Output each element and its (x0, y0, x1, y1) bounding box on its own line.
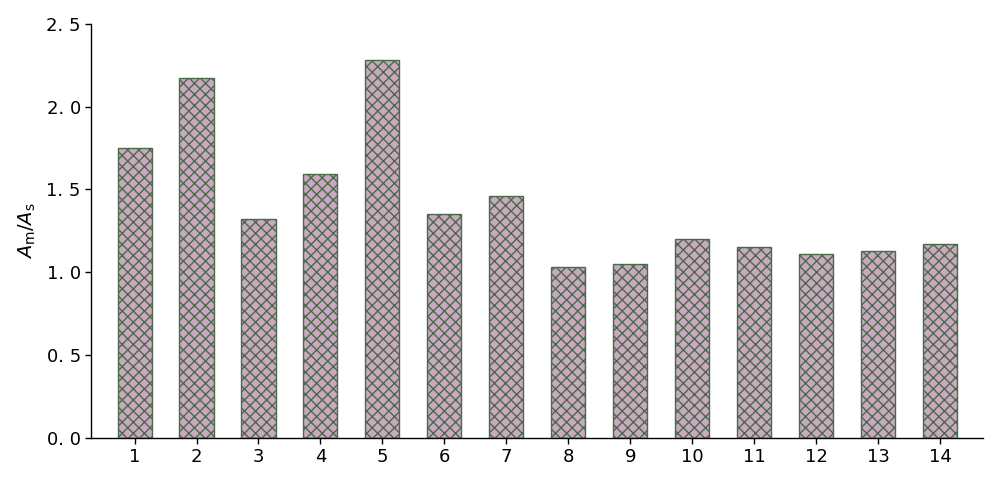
Y-axis label: $\mathit{A}_{\rm m}$/$\mathit{A}_{\rm s}$: $\mathit{A}_{\rm m}$/$\mathit{A}_{\rm s}… (17, 202, 38, 259)
Bar (179, 78, 214, 438)
Bar (118, 148, 152, 438)
Bar (551, 267, 585, 438)
Bar (303, 174, 337, 438)
Bar (613, 264, 647, 438)
Bar (365, 60, 399, 438)
Bar (923, 244, 957, 438)
Bar (675, 239, 709, 438)
Bar (489, 196, 523, 438)
Bar (799, 254, 833, 438)
Bar (241, 219, 276, 438)
Bar (427, 214, 461, 438)
Bar (861, 251, 895, 438)
Bar (737, 247, 771, 438)
